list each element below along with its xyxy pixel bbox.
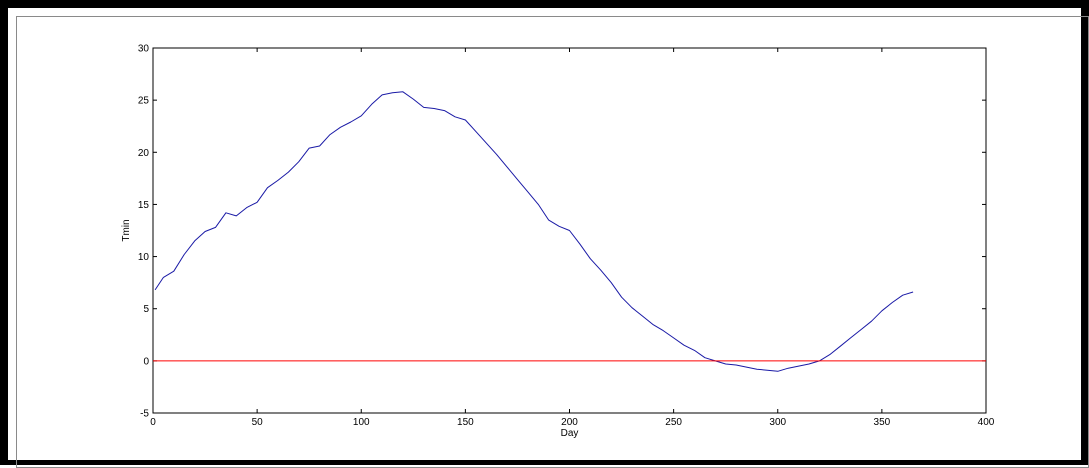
x-tick-label: 350 xyxy=(874,417,891,428)
y-tick-label: 15 xyxy=(138,200,150,211)
y-tick-label: 25 xyxy=(138,96,150,107)
x-tick-label: 50 xyxy=(252,417,264,428)
y-tick-label: 0 xyxy=(143,356,149,367)
x-tick-label: 150 xyxy=(457,417,474,428)
x-tick-label: 250 xyxy=(665,417,682,428)
y-tick-label: 10 xyxy=(138,252,150,263)
x-tick-label: 400 xyxy=(978,417,995,428)
series-line-tmin xyxy=(154,91,914,372)
x-tick-label: 100 xyxy=(353,417,370,428)
y-tick-label: 30 xyxy=(138,44,150,55)
x-axis-label: Day xyxy=(561,428,579,439)
y-tick-label: 20 xyxy=(138,148,150,159)
y-tick-label: -5 xyxy=(140,409,149,420)
x-tick-label: 0 xyxy=(150,417,156,428)
x-tick-label: 200 xyxy=(561,417,578,428)
y-tick-label: 5 xyxy=(143,304,149,315)
x-tick-label: 300 xyxy=(769,417,786,428)
y-axis-label: Tmin xyxy=(121,219,132,241)
